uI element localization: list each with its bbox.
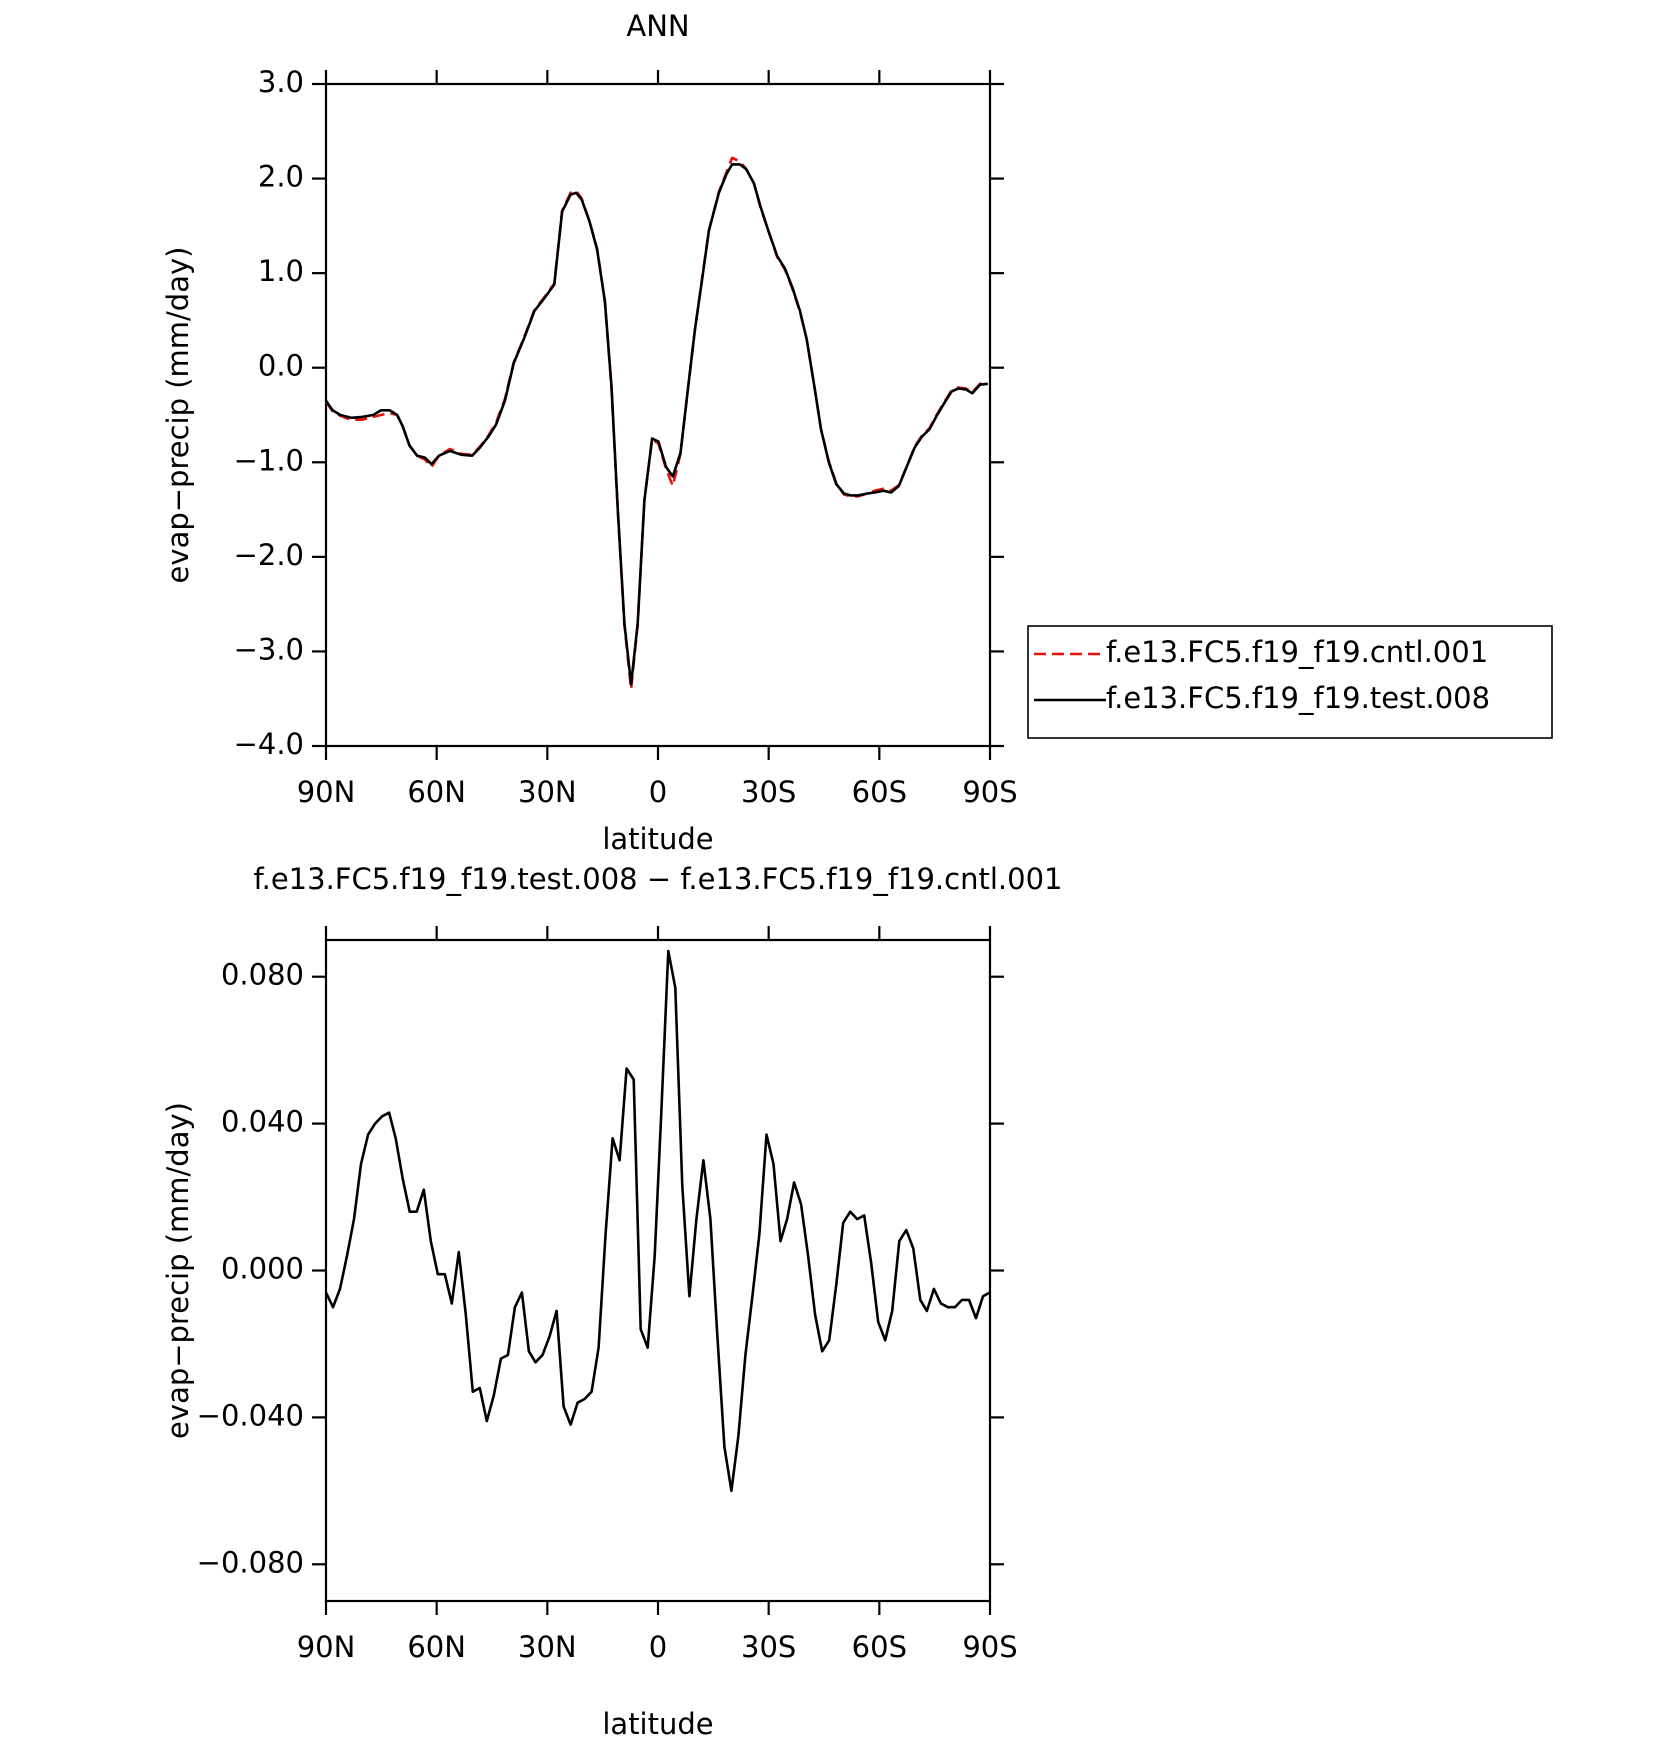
y-tick-label: −0.080 [197,1545,304,1579]
chart-title: ANN [626,9,689,43]
y-tick-label: −1.0 [234,443,304,477]
y-tick-label: 0.080 [221,958,304,992]
y-axis-label: evap−precip (mm/day) [161,247,195,584]
data-line [324,163,988,686]
data-line [324,156,988,691]
x-tick-label: 0 [649,775,667,809]
x-tick-label: 30N [518,1630,577,1664]
chart-title: f.e13.FC5.f19_f19.test.008 − f.e13.FC5.f… [254,862,1063,896]
y-tick-label: 2.0 [258,160,304,194]
y-axis-label: evap−precip (mm/day) [161,1102,195,1439]
y-tick-label: −4.0 [234,727,304,761]
x-tick-label: 30N [518,775,577,809]
x-tick-label: 90S [962,1630,1017,1664]
x-tick-label: 30S [741,775,796,809]
x-axis-label: latitude [602,1707,713,1741]
x-tick-label: 90N [297,1630,356,1664]
x-tick-label: 60N [407,775,466,809]
x-tick-label: 60S [852,1630,907,1664]
x-tick-label: 60N [407,1630,466,1664]
y-tick-label: −3.0 [234,632,304,666]
legend-label: f.e13.FC5.f19_f19.test.008 [1106,681,1490,715]
y-tick-label: 1.0 [258,254,304,288]
data-line [324,949,991,1493]
legend-box [1027,625,1553,739]
x-tick-label: 90S [962,775,1017,809]
plot-frame [324,938,992,1603]
y-tick-label: 0.040 [221,1105,304,1139]
x-tick-label: 60S [852,775,907,809]
x-axis-label: latitude [602,822,713,856]
x-tick-label: 0 [649,1630,667,1664]
x-tick-label: 90N [297,775,356,809]
legend-label: f.e13.FC5.f19_f19.cntl.001 [1106,635,1488,669]
x-tick-label: 30S [741,1630,796,1664]
y-tick-label: 3.0 [258,65,304,99]
y-tick-label: −0.040 [197,1398,304,1432]
y-tick-label: 0.0 [258,349,304,383]
y-tick-label: −2.0 [234,538,304,572]
plot-frame [324,82,992,748]
y-tick-label: 0.000 [221,1252,304,1286]
